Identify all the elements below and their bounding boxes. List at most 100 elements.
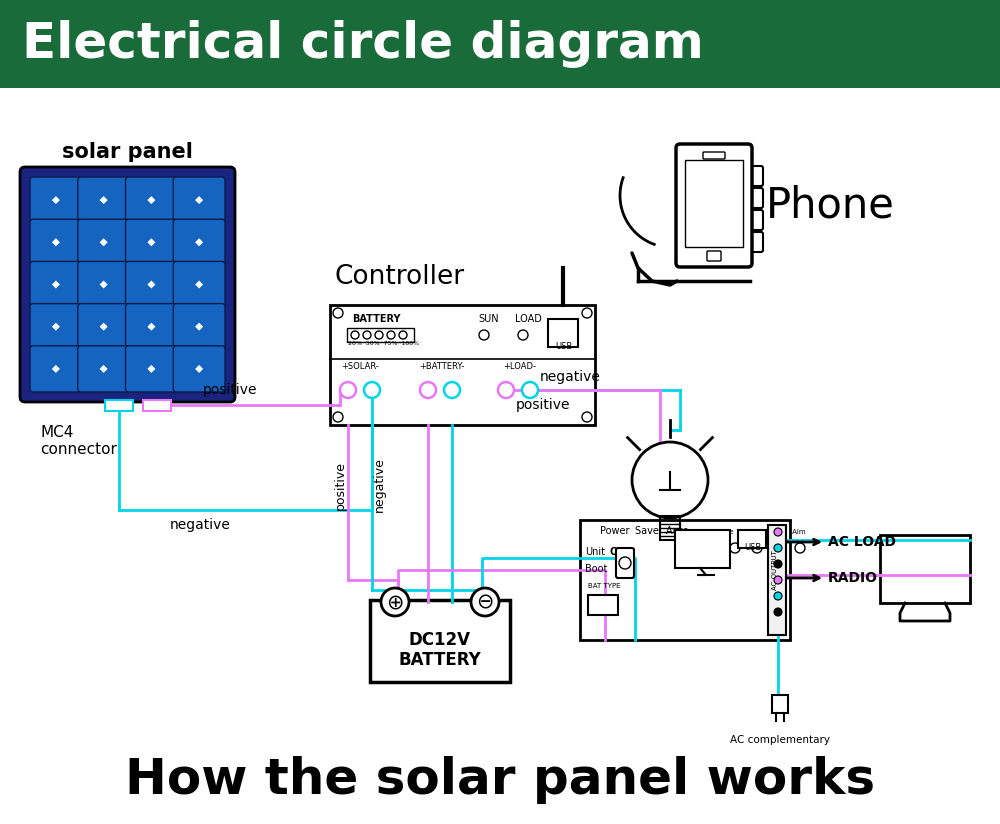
Polygon shape <box>100 196 108 204</box>
Text: positive: positive <box>334 461 347 509</box>
FancyBboxPatch shape <box>548 319 578 347</box>
Circle shape <box>518 330 528 340</box>
Text: BAT TYPE: BAT TYPE <box>588 583 620 589</box>
Text: Saver Auto: Saver Auto <box>635 526 689 536</box>
Text: negative: negative <box>373 457 386 513</box>
Circle shape <box>774 608 782 616</box>
FancyBboxPatch shape <box>616 548 634 578</box>
Circle shape <box>774 576 782 584</box>
Text: Phone: Phone <box>766 185 895 227</box>
Text: AC LOAD: AC LOAD <box>828 535 896 549</box>
FancyBboxPatch shape <box>78 177 130 223</box>
Text: Electrical circle diagram: Electrical circle diagram <box>22 20 704 68</box>
Circle shape <box>498 382 514 398</box>
Text: MC4
connector: MC4 connector <box>40 425 117 457</box>
Circle shape <box>730 543 740 553</box>
FancyBboxPatch shape <box>768 525 786 635</box>
Polygon shape <box>195 365 203 373</box>
Polygon shape <box>147 323 155 330</box>
FancyBboxPatch shape <box>0 0 1000 88</box>
FancyBboxPatch shape <box>588 595 618 615</box>
Circle shape <box>582 308 592 318</box>
Polygon shape <box>52 196 60 204</box>
Polygon shape <box>52 238 60 246</box>
Circle shape <box>774 592 782 600</box>
FancyBboxPatch shape <box>20 167 235 402</box>
Text: P-Save  AC   TMY   CH   Alm: P-Save AC TMY CH Alm <box>710 529 806 535</box>
Circle shape <box>582 412 592 422</box>
Text: LOAD: LOAD <box>515 314 542 324</box>
Polygon shape <box>195 196 203 204</box>
Text: USB: USB <box>555 342 572 351</box>
FancyBboxPatch shape <box>173 303 225 350</box>
Circle shape <box>399 331 407 339</box>
Circle shape <box>619 557 631 569</box>
FancyBboxPatch shape <box>126 219 177 265</box>
FancyBboxPatch shape <box>173 261 225 307</box>
Circle shape <box>375 331 383 339</box>
Text: AC complementary: AC complementary <box>730 735 830 745</box>
Text: +LOAD-: +LOAD- <box>504 362 536 371</box>
Polygon shape <box>195 323 203 330</box>
Polygon shape <box>100 238 108 246</box>
Circle shape <box>752 543 762 553</box>
Circle shape <box>387 331 395 339</box>
Circle shape <box>444 382 460 398</box>
FancyBboxPatch shape <box>126 346 177 392</box>
FancyBboxPatch shape <box>685 160 743 247</box>
FancyBboxPatch shape <box>126 261 177 307</box>
Polygon shape <box>147 280 155 288</box>
Circle shape <box>632 442 708 518</box>
Text: solar panel: solar panel <box>62 142 193 162</box>
FancyBboxPatch shape <box>772 695 788 713</box>
Circle shape <box>351 331 359 339</box>
Circle shape <box>471 588 499 616</box>
Circle shape <box>708 543 718 553</box>
Circle shape <box>774 544 782 552</box>
Text: ⊖: ⊖ <box>476 592 494 612</box>
FancyBboxPatch shape <box>30 219 82 265</box>
Circle shape <box>774 528 782 536</box>
Text: RADIO: RADIO <box>828 571 878 585</box>
Text: negative: negative <box>170 518 230 532</box>
Text: How the solar panel works: How the solar panel works <box>125 756 875 804</box>
Text: +BATTERY-: +BATTERY- <box>419 362 465 371</box>
FancyBboxPatch shape <box>707 251 721 261</box>
Circle shape <box>795 543 805 553</box>
Circle shape <box>420 382 436 398</box>
Polygon shape <box>195 238 203 246</box>
Text: BATTERY: BATTERY <box>352 314 400 324</box>
Circle shape <box>479 330 489 340</box>
Polygon shape <box>52 323 60 330</box>
FancyBboxPatch shape <box>580 520 790 640</box>
Circle shape <box>333 412 343 422</box>
Text: Unit: Unit <box>585 547 605 557</box>
FancyBboxPatch shape <box>370 600 510 682</box>
FancyBboxPatch shape <box>745 188 763 208</box>
FancyBboxPatch shape <box>126 177 177 223</box>
FancyBboxPatch shape <box>105 400 133 411</box>
Circle shape <box>364 382 380 398</box>
FancyBboxPatch shape <box>30 261 82 307</box>
Text: OFF: OFF <box>610 547 632 557</box>
Polygon shape <box>100 280 108 288</box>
Text: ⊕: ⊕ <box>386 592 404 612</box>
Polygon shape <box>195 280 203 288</box>
FancyBboxPatch shape <box>745 210 763 230</box>
Circle shape <box>774 560 782 568</box>
Text: USB: USB <box>744 543 761 552</box>
FancyBboxPatch shape <box>676 144 752 267</box>
Circle shape <box>363 331 371 339</box>
FancyBboxPatch shape <box>126 303 177 350</box>
Polygon shape <box>100 323 108 330</box>
Text: negative: negative <box>540 370 601 384</box>
Text: positive: positive <box>516 398 570 412</box>
FancyBboxPatch shape <box>30 303 82 350</box>
FancyBboxPatch shape <box>173 346 225 392</box>
FancyBboxPatch shape <box>78 303 130 350</box>
Polygon shape <box>147 196 155 204</box>
FancyBboxPatch shape <box>30 177 82 223</box>
FancyBboxPatch shape <box>173 219 225 265</box>
Polygon shape <box>52 280 60 288</box>
Text: 20%  50%  75%  100%: 20% 50% 75% 100% <box>348 341 419 346</box>
